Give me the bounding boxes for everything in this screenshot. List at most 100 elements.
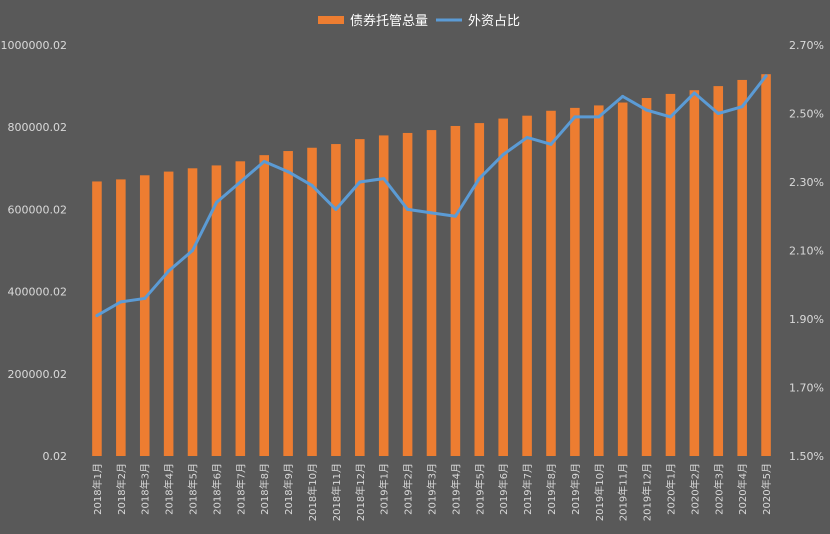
x-tick-8: 2018年8月 bbox=[258, 463, 271, 515]
bar-29 bbox=[761, 74, 771, 457]
x-tick-2: 2018年2月 bbox=[115, 463, 128, 515]
line-point-3 bbox=[143, 296, 147, 300]
x-tick-25: 2020年1月 bbox=[664, 463, 677, 515]
bar-4 bbox=[163, 171, 174, 456]
line-series bbox=[95, 74, 768, 318]
bar-series bbox=[92, 74, 771, 457]
x-tick-1: 2018年1月 bbox=[91, 463, 104, 515]
line-point-15 bbox=[430, 211, 433, 215]
bar-17 bbox=[474, 123, 485, 456]
y-left-tick-3: 600000.02 bbox=[8, 203, 68, 216]
bar-6 bbox=[211, 165, 222, 457]
y-right-tick-5: 2.50% bbox=[789, 108, 824, 121]
bar-14 bbox=[402, 132, 413, 456]
y-left-tick-1: 200000.02 bbox=[8, 368, 68, 381]
x-tick-21: 2019年9月 bbox=[569, 463, 582, 515]
y-right-tick-4: 2.30% bbox=[789, 176, 824, 189]
y-left-tick-0: 0.02 bbox=[43, 450, 68, 463]
bar-11 bbox=[331, 144, 341, 457]
bar-15 bbox=[426, 130, 437, 456]
bar-2 bbox=[116, 179, 126, 456]
bar-13 bbox=[378, 135, 389, 457]
legend-swatch-bonds bbox=[318, 16, 344, 24]
y-axis-right: 1.50% 1.70% 1.90% 2.10% 2.30% 2.50% 2.70% bbox=[789, 39, 824, 463]
x-tick-9: 2018年9月 bbox=[282, 463, 295, 515]
line-point-13 bbox=[382, 177, 386, 181]
line-point-6 bbox=[214, 201, 218, 205]
legend-label-bonds: 债券托管总量 bbox=[350, 13, 428, 29]
line-point-2 bbox=[119, 300, 123, 304]
bar-20 bbox=[546, 110, 556, 456]
line-point-24 bbox=[645, 108, 649, 112]
x-tick-7: 2018年7月 bbox=[234, 463, 247, 515]
x-tick-18: 2019年6月 bbox=[497, 463, 510, 515]
line-point-19 bbox=[525, 135, 529, 139]
line-point-25 bbox=[668, 115, 672, 119]
bar-1 bbox=[92, 181, 102, 456]
y-axis-left: 0.02 200000.02 400000.02 600000.02 800000.02… bbox=[1, 39, 67, 463]
x-tick-5: 2018年5月 bbox=[187, 463, 200, 515]
x-tick-19: 2019年7月 bbox=[521, 463, 534, 515]
line-point-20 bbox=[549, 142, 553, 146]
bar-16 bbox=[450, 125, 461, 456]
bar-10 bbox=[307, 147, 317, 456]
line-point-8 bbox=[262, 159, 266, 163]
line-point-11 bbox=[334, 207, 338, 211]
bar-25 bbox=[665, 93, 676, 456]
bar-24 bbox=[641, 98, 652, 457]
bar-28 bbox=[737, 79, 747, 456]
line-point-21 bbox=[573, 115, 577, 119]
legend-label-foreign: 外资占比 bbox=[468, 14, 520, 29]
y-right-tick-0: 1.50% bbox=[789, 450, 824, 463]
line-point-9 bbox=[286, 170, 290, 174]
x-tick-12: 2018年12月 bbox=[354, 463, 367, 521]
bar-18 bbox=[498, 118, 508, 456]
x-tick-15: 2019年3月 bbox=[426, 463, 439, 515]
bar-7 bbox=[235, 161, 246, 456]
bar-26 bbox=[689, 90, 700, 457]
x-tick-20: 2019年8月 bbox=[545, 463, 558, 515]
line-point-14 bbox=[406, 207, 410, 211]
line-point-1 bbox=[95, 314, 99, 318]
bar-19 bbox=[522, 115, 532, 456]
x-tick-22: 2019年10月 bbox=[593, 463, 606, 521]
bar-9 bbox=[283, 151, 293, 457]
x-tick-24: 2019年12月 bbox=[641, 463, 654, 521]
line-point-22 bbox=[597, 115, 601, 119]
line-point-23 bbox=[621, 94, 625, 98]
x-tick-10: 2018年10月 bbox=[306, 463, 319, 521]
line-point-7 bbox=[238, 180, 242, 184]
y-right-tick-6: 2.70% bbox=[789, 39, 824, 52]
x-axis: 2018年1月 2018年2月 2018年3月 2018年4月 2018年5月 2018年… bbox=[91, 463, 773, 521]
bar-22 bbox=[594, 105, 604, 457]
line-point-18 bbox=[501, 153, 505, 157]
x-tick-29: 2020年5月 bbox=[760, 463, 773, 515]
line-point-28 bbox=[740, 105, 744, 109]
bar-12 bbox=[355, 139, 365, 456]
y-right-tick-1: 1.70% bbox=[789, 382, 824, 395]
x-tick-28: 2020年4月 bbox=[736, 463, 749, 515]
bar-27 bbox=[713, 86, 724, 456]
line-point-5 bbox=[191, 249, 195, 252]
line-point-17 bbox=[477, 177, 481, 181]
x-tick-27: 2020年3月 bbox=[712, 463, 725, 515]
x-tick-23: 2019年11月 bbox=[617, 463, 630, 521]
line-point-12 bbox=[358, 180, 362, 184]
bar-3 bbox=[139, 175, 150, 457]
x-tick-14: 2019年2月 bbox=[402, 463, 415, 515]
x-tick-26: 2020年2月 bbox=[688, 463, 701, 515]
bar-5 bbox=[187, 168, 198, 457]
line-point-10 bbox=[310, 183, 314, 187]
x-tick-3: 2018年3月 bbox=[139, 463, 152, 515]
x-tick-13: 2019年1月 bbox=[378, 463, 391, 515]
y-left-tick-5: 1000000.02 bbox=[1, 39, 67, 52]
line-point-27 bbox=[716, 112, 720, 115]
x-tick-16: 2019年4月 bbox=[449, 463, 462, 515]
x-tick-6: 2018年6月 bbox=[210, 463, 223, 515]
line-point-16 bbox=[453, 214, 457, 218]
x-tick-17: 2019年5月 bbox=[473, 463, 486, 515]
y-left-tick-4: 800000.02 bbox=[8, 121, 68, 134]
bar-8 bbox=[259, 155, 269, 456]
x-tick-4: 2018年4月 bbox=[163, 463, 176, 515]
